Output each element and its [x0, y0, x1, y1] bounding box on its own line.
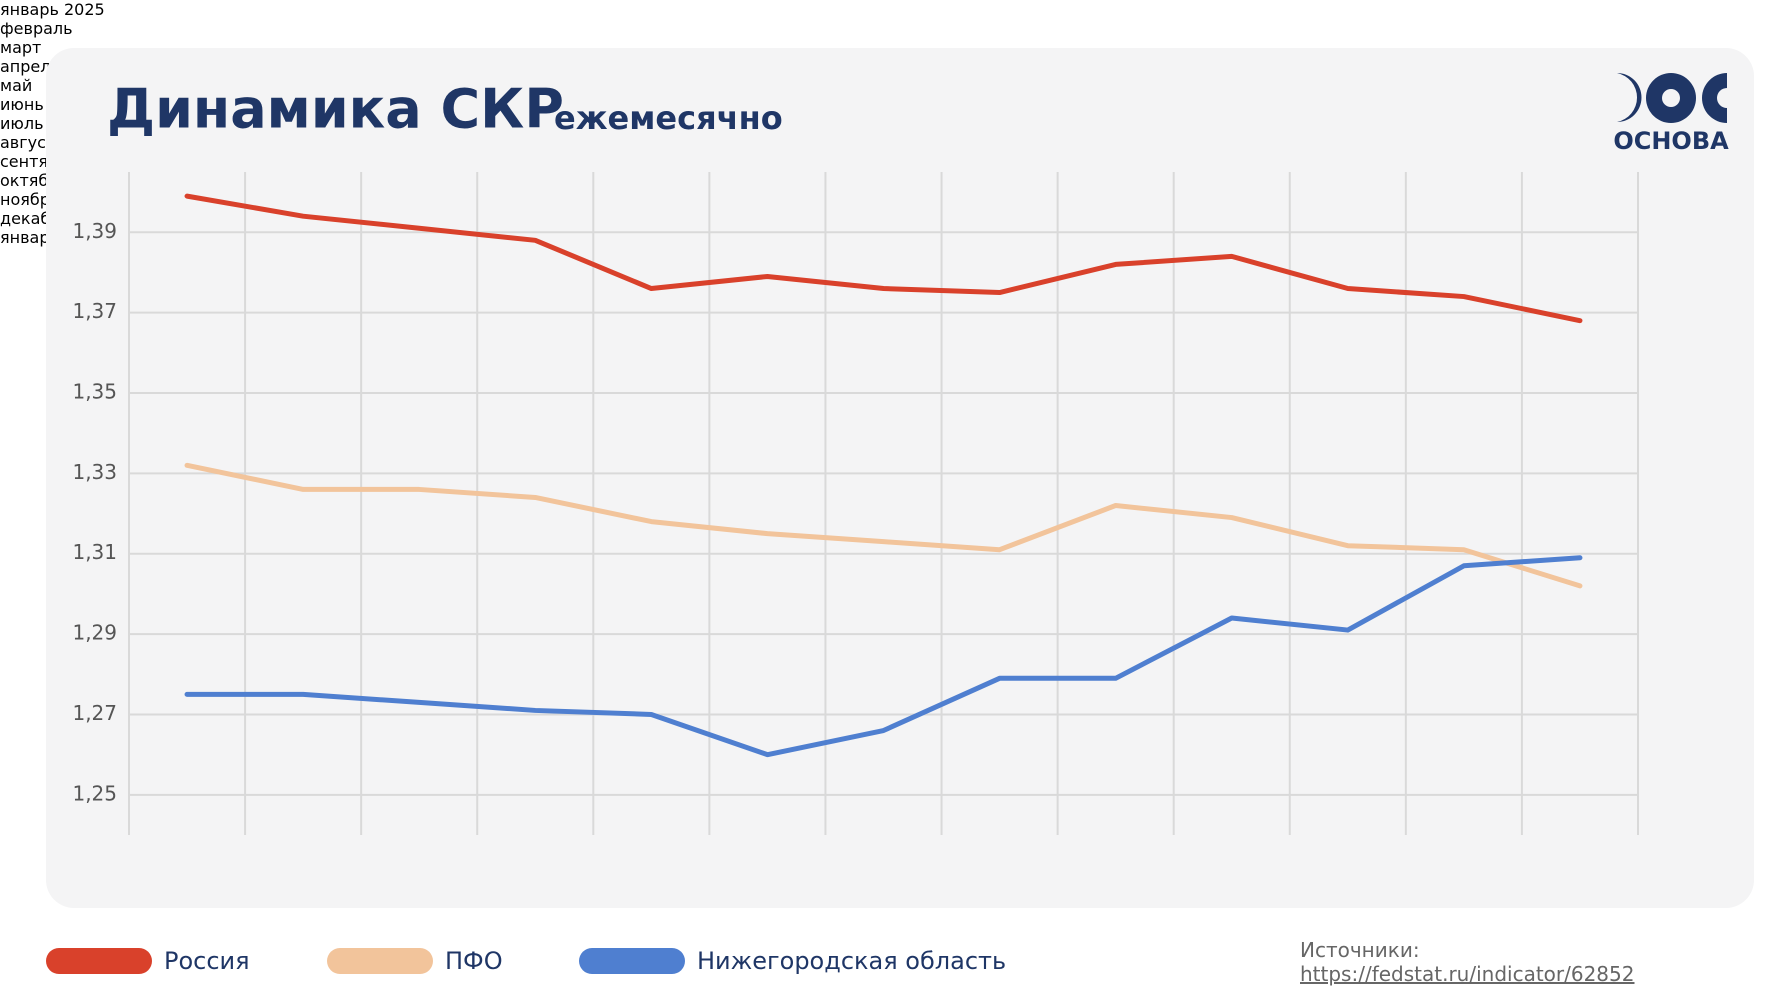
series-line	[184, 193, 1583, 324]
card	[46, 48, 1754, 908]
series-line	[184, 555, 1583, 758]
legend-swatch	[579, 948, 685, 974]
legend-swatch	[327, 948, 433, 974]
x-tick-label: июнь	[0, 95, 44, 114]
x-tick-label: январь 2025	[0, 0, 105, 19]
x-tick-label: август	[0, 133, 56, 152]
chart-subtitle: ежемесячно	[554, 99, 783, 137]
y-tick-label: 1,27	[72, 701, 117, 725]
legend-label: Нижегородская область	[697, 947, 1006, 975]
x-tick-label: март	[0, 38, 42, 57]
chart-title: Динамика СКР	[107, 78, 564, 141]
y-tick-label: 1,29	[72, 621, 117, 645]
x-tick-label: ноябрь	[0, 190, 60, 209]
legend-label: ПФО	[445, 947, 503, 975]
logo-text: ОСНОВА	[1613, 127, 1729, 155]
x-tick-label: июль	[0, 114, 44, 133]
legend-swatch	[46, 948, 152, 974]
y-tick-label: 1,31	[72, 540, 117, 564]
legend-label: Россия	[164, 947, 250, 975]
logo-mark	[1617, 73, 1727, 123]
x-tick-label: май	[0, 76, 33, 95]
sources-label: Источники:	[1300, 938, 1420, 962]
y-tick-label: 1,35	[72, 380, 117, 404]
y-tick-label: 1,37	[72, 299, 117, 323]
y-tick-label: 1,39	[72, 219, 117, 243]
sources-link[interactable]: https://fedstat.ru/indicator/62852	[1300, 962, 1635, 986]
series-line	[184, 462, 1583, 589]
y-tick-label: 1,33	[72, 460, 117, 484]
y-tick-label: 1,25	[72, 781, 117, 805]
x-tick-label: февраль	[0, 19, 73, 38]
x-tick-label: апрель	[0, 57, 60, 76]
